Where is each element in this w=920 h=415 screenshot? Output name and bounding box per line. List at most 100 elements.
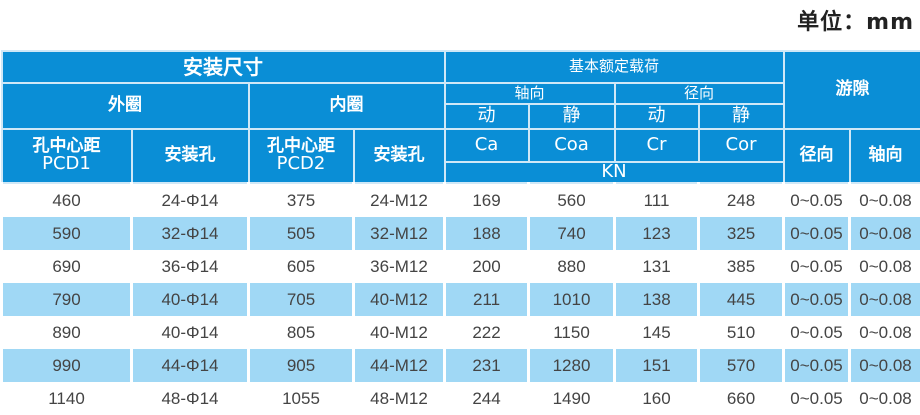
cell-coa: 1150 [529,316,615,349]
header-inner-ring: 内圈 [249,83,445,129]
header-install-size: 安装尺寸 [2,51,445,83]
pcd2-code: PCD2 [277,153,326,174]
cell-clearance-axial: 0~0.08 [850,183,920,217]
cell-cor: 660 [699,382,784,415]
cell-cr: 160 [615,382,699,415]
cell-coa: 880 [529,250,615,283]
cell-coa: 560 [529,183,615,217]
header-kn: KN [445,162,784,183]
header-clearance-radial: 径向 [784,129,850,183]
cell-pcd1: 590 [2,217,132,250]
header-outer-ring: 外圈 [2,83,249,129]
cell-outer-mount-hole: 48-Φ14 [132,382,249,415]
cell-cor: 325 [699,217,784,250]
header-clearance-axial: 轴向 [850,129,920,183]
cell-clearance-radial: 0~0.05 [784,382,850,415]
cell-inner-mount-hole: 24-M12 [354,183,445,217]
cell-pcd2: 605 [249,250,354,283]
cell-clearance-radial: 0~0.05 [784,349,850,382]
cell-ca: 222 [445,316,529,349]
unit-label: 单位：mm [797,4,914,36]
cell-pcd1: 1140 [2,382,132,415]
cell-ca: 231 [445,349,529,382]
cell-inner-mount-hole: 48-M12 [354,382,445,415]
cell-inner-mount-hole: 44-M12 [354,349,445,382]
header-basic-load: 基本额定载荷 [445,51,784,83]
cell-ca: 211 [445,283,529,316]
cell-cor: 445 [699,283,784,316]
cell-outer-mount-hole: 40-Φ14 [132,283,249,316]
header-axial: 轴向 [445,83,615,104]
cell-outer-mount-hole: 40-Φ14 [132,316,249,349]
cell-cr: 138 [615,283,699,316]
cell-inner-mount-hole: 40-M12 [354,316,445,349]
cell-pcd1: 990 [2,349,132,382]
header-mount-hole-outer: 安装孔 [132,129,249,183]
cell-ca: 188 [445,217,529,250]
cell-clearance-radial: 0~0.05 [784,183,850,217]
cell-pcd2: 505 [249,217,354,250]
cell-pcd1: 460 [2,183,132,217]
cell-clearance-axial: 0~0.08 [850,382,920,415]
cell-clearance-axial: 0~0.08 [850,217,920,250]
cell-pcd1: 890 [2,316,132,349]
cell-ca: 244 [445,382,529,415]
cell-outer-mount-hole: 36-Φ14 [132,250,249,283]
cell-pcd2: 705 [249,283,354,316]
cell-pcd2: 905 [249,349,354,382]
header-coa: Coa [529,129,615,162]
cell-cor: 510 [699,316,784,349]
cell-inner-mount-hole: 36-M12 [354,250,445,283]
cell-pcd2: 375 [249,183,354,217]
cell-coa: 740 [529,217,615,250]
cell-ca: 200 [445,250,529,283]
cell-outer-mount-hole: 24-Φ14 [132,183,249,217]
cell-cor: 248 [699,183,784,217]
cell-outer-mount-hole: 44-Φ14 [132,349,249,382]
cell-outer-mount-hole: 32-Φ14 [132,217,249,250]
cell-inner-mount-hole: 40-M12 [354,283,445,316]
header-cr: Cr [615,129,699,162]
cell-pcd2: 805 [249,316,354,349]
cell-clearance-axial: 0~0.08 [850,349,920,382]
cell-inner-mount-hole: 32-M12 [354,217,445,250]
cell-clearance-radial: 0~0.05 [784,217,850,250]
cell-cr: 145 [615,316,699,349]
header-ca: Ca [445,129,529,162]
cell-coa: 1010 [529,283,615,316]
cell-clearance-axial: 0~0.08 [850,250,920,283]
cell-cor: 385 [699,250,784,283]
cell-clearance-radial: 0~0.05 [784,316,850,349]
cell-cr: 111 [615,183,699,217]
cell-pcd2: 1055 [249,382,354,415]
cell-cr: 123 [615,217,699,250]
cell-pcd1: 690 [2,250,132,283]
cell-clearance-axial: 0~0.08 [850,316,920,349]
header-dynamic-axial: 动 [445,104,529,129]
cell-clearance-axial: 0~0.08 [850,283,920,316]
cell-ca: 169 [445,183,529,217]
header-static-radial: 静 [699,104,784,129]
header-mount-hole-inner: 安装孔 [354,129,445,183]
pcd1-code: PCD1 [42,153,91,174]
header-dynamic-radial: 动 [615,104,699,129]
cell-clearance-radial: 0~0.05 [784,250,850,283]
header-static-axial: 静 [529,104,615,129]
cell-pcd1: 790 [2,283,132,316]
cell-coa: 1490 [529,382,615,415]
cell-cor: 570 [699,349,784,382]
cell-cr: 151 [615,349,699,382]
cell-clearance-radial: 0~0.05 [784,283,850,316]
header-cor: Cor [699,129,784,162]
header-clearance: 游隙 [784,51,920,129]
